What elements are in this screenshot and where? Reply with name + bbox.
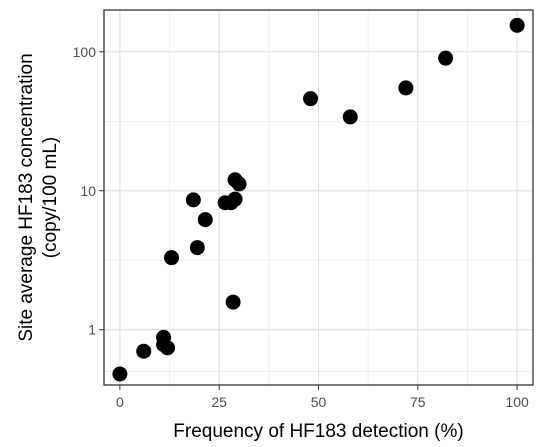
x-tick-label: 25 <box>211 394 227 410</box>
y-axis-title-line-1: Site average HF183 concentration <box>16 53 37 341</box>
data-point <box>438 50 454 66</box>
axes: 0 25 50 75 100 1 10 100 <box>73 44 529 410</box>
x-tick-label: 0 <box>116 394 124 410</box>
data-point <box>398 80 414 96</box>
x-axis-title: Frequency of HF183 detection (%) <box>173 421 463 442</box>
data-point <box>136 343 152 359</box>
data-point <box>189 240 205 256</box>
grid-lines <box>104 10 533 385</box>
y-tick-label: 100 <box>73 44 97 60</box>
data-point <box>112 366 128 382</box>
data-point <box>197 212 213 228</box>
data-point <box>303 91 319 107</box>
data-point <box>185 192 201 208</box>
data-point <box>227 191 243 207</box>
y-axis-title-line-2: (copy/100 mL) <box>40 137 61 258</box>
x-tick-label: 100 <box>505 394 529 410</box>
x-tick-label: 75 <box>410 394 426 410</box>
data-point <box>160 340 176 356</box>
data-point <box>342 109 358 125</box>
data-point <box>164 250 180 266</box>
data-point <box>225 294 241 310</box>
y-tick-label: 10 <box>80 183 96 199</box>
y-tick-label: 1 <box>88 322 96 338</box>
x-tick-label: 50 <box>311 394 327 410</box>
data-point <box>509 17 525 33</box>
data-points <box>112 17 525 382</box>
data-point <box>231 176 247 192</box>
